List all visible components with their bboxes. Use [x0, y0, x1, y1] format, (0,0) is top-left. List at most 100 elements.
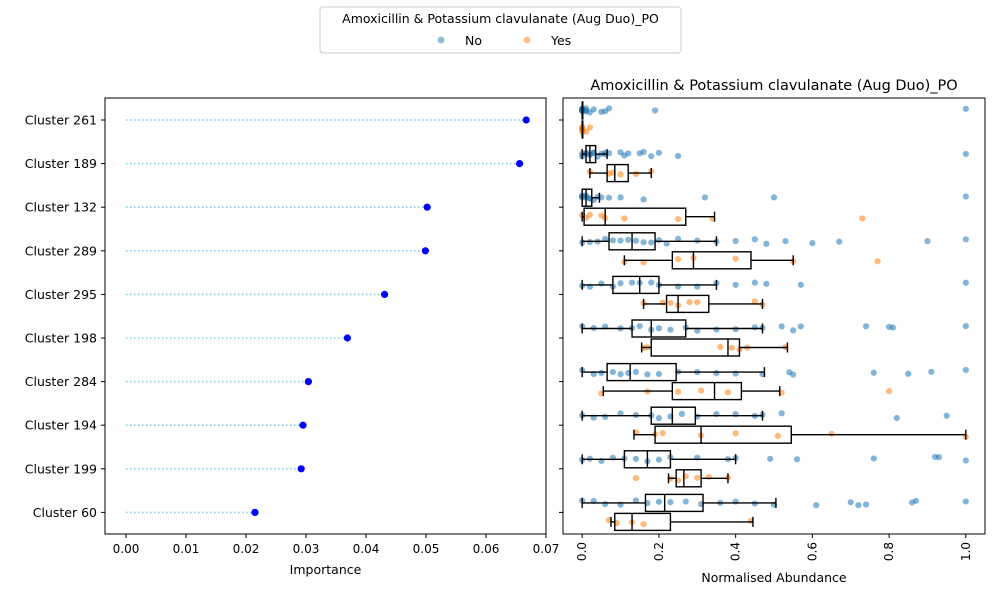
cluster-189-no-point	[625, 150, 632, 157]
cluster-198-no-point	[667, 326, 674, 333]
cluster-132-yes-point	[859, 215, 866, 222]
cluster-60-no-point	[655, 498, 663, 505]
importance-marker	[343, 334, 351, 342]
cluster-289-no-point	[924, 238, 931, 245]
importance-x-tick-label: 0.00	[113, 542, 140, 556]
cluster-132-no-point	[770, 194, 778, 201]
cluster-194-yes-point	[659, 430, 666, 437]
cluster-132-yes-point	[621, 215, 628, 222]
cluster-189-yes-box	[606, 163, 629, 183]
cluster-289-yes-point	[874, 258, 881, 265]
cluster-60-no-point	[862, 501, 870, 508]
abundance-plot-frame	[562, 97, 986, 535]
cluster-199-no-point	[935, 454, 943, 461]
cluster-194-no-point	[778, 410, 785, 417]
importance-stems	[126, 119, 527, 514]
abundance-panel: 0.0 0.2 0.4 0.6 0.8 1.0 Amoxicillin & Potassi…	[559, 78, 986, 585]
importance-x-tick-label: 0.03	[293, 542, 320, 556]
cluster-194-no-point	[655, 415, 663, 422]
cluster-295-no-point	[751, 279, 758, 286]
importance-y-tick-label: Cluster 194	[25, 418, 97, 433]
importance-y-tick-label: Cluster 132	[25, 200, 97, 215]
cluster-132-yes-point	[674, 215, 682, 223]
importance-marker	[297, 465, 305, 473]
cluster-289-no-point	[836, 238, 843, 245]
legend-label-no: No	[465, 33, 482, 48]
cluster-60-no-point	[667, 499, 674, 506]
cluster-284-yes-point	[674, 388, 682, 395]
cluster-60-no-box	[644, 493, 704, 513]
abundance-boxes	[581, 101, 967, 532]
cluster-60-no-point	[632, 497, 639, 504]
importance-marker	[516, 160, 524, 168]
cluster-295-no-point	[598, 280, 605, 287]
cluster-261-yes-point	[586, 124, 593, 131]
cluster-60-no-point	[732, 498, 739, 505]
importance-y-tick-label: Cluster 199	[25, 461, 97, 476]
cluster-194-no-point	[893, 414, 900, 422]
importance-y-tick-label: Cluster 289	[25, 243, 97, 258]
cluster-289-no-point	[962, 236, 969, 243]
cluster-132-yes-point	[586, 211, 593, 218]
cluster-295-yes-point	[751, 298, 758, 305]
cluster-198-no-point	[778, 323, 785, 330]
cluster-60-no-point	[962, 498, 969, 505]
legend: Amoxicillin & Potassium clavulanate (Aug…	[319, 6, 682, 54]
importance-y-tick-label: Cluster 261	[25, 113, 97, 128]
importance-marker	[304, 378, 312, 386]
cluster-60-no-point	[602, 500, 609, 508]
importance-x-tick-label: 0.02	[233, 542, 260, 556]
importance-markers	[251, 116, 530, 516]
cluster-289-no-point	[732, 237, 739, 245]
cluster-198-no-point	[655, 325, 663, 332]
cluster-289-yes-point	[732, 255, 739, 262]
cluster-284-yes-point	[885, 388, 893, 395]
cluster-194-yes-point	[732, 430, 739, 437]
importance-x-tick-label: 0.05	[413, 542, 440, 556]
cluster-261-no-point	[605, 105, 613, 112]
cluster-194-no-box	[650, 406, 697, 425]
cluster-289-no-point	[782, 237, 789, 245]
cluster-199-no-point	[767, 455, 774, 462]
cluster-194-yes-point	[774, 432, 781, 439]
importance-marker	[299, 421, 307, 429]
cluster-289-no-point	[648, 239, 655, 246]
cluster-289-no-point	[625, 236, 632, 243]
cluster-198-no-point	[790, 327, 797, 334]
cluster-132-no-point	[701, 194, 709, 201]
cluster-295-no-point	[732, 281, 739, 288]
abundance-points	[579, 105, 969, 528]
importance-x-axis: 0.00 0.01 0.02 0.03 0.04 0.05 0.06 0.07	[113, 534, 560, 556]
legend-label-yes: Yes	[550, 33, 571, 48]
cluster-60-no-point	[847, 499, 854, 506]
cluster-284-no-point	[632, 368, 639, 375]
cluster-60-no-point	[855, 502, 862, 509]
cluster-284-no-point	[713, 370, 720, 377]
importance-marker	[522, 116, 530, 124]
cluster-199-no-point	[655, 456, 663, 463]
cluster-194-yes-point	[828, 430, 835, 437]
cluster-189-no-point	[962, 150, 969, 158]
cluster-289-no-point	[640, 239, 647, 246]
importance-marker	[421, 247, 429, 255]
cluster-284-no-point	[617, 371, 624, 378]
importance-x-label: Importance	[290, 562, 362, 577]
cluster-284-no-point	[962, 366, 969, 374]
cluster-295-yes-point	[694, 299, 701, 306]
cluster-295-no-point	[962, 279, 969, 286]
cluster-289-no-point	[602, 235, 609, 243]
cluster-189-no-point	[640, 148, 647, 156]
cluster-284-no-point	[928, 368, 935, 375]
cluster-295-no-point	[617, 280, 624, 287]
abundance-x-tick-label: 0.2	[652, 542, 666, 561]
importance-x-tick-label: 0.01	[173, 542, 200, 556]
cluster-132-no-point	[962, 193, 969, 200]
cluster-198-no-point	[862, 323, 870, 330]
cluster-284-yes-box	[671, 381, 743, 401]
cluster-295-no-point	[628, 279, 636, 286]
cluster-199-no-point	[793, 456, 801, 463]
cluster-284-no-point	[790, 371, 797, 378]
cluster-132-no-point	[640, 196, 647, 203]
importance-x-tick-label: 0.07	[533, 542, 560, 556]
